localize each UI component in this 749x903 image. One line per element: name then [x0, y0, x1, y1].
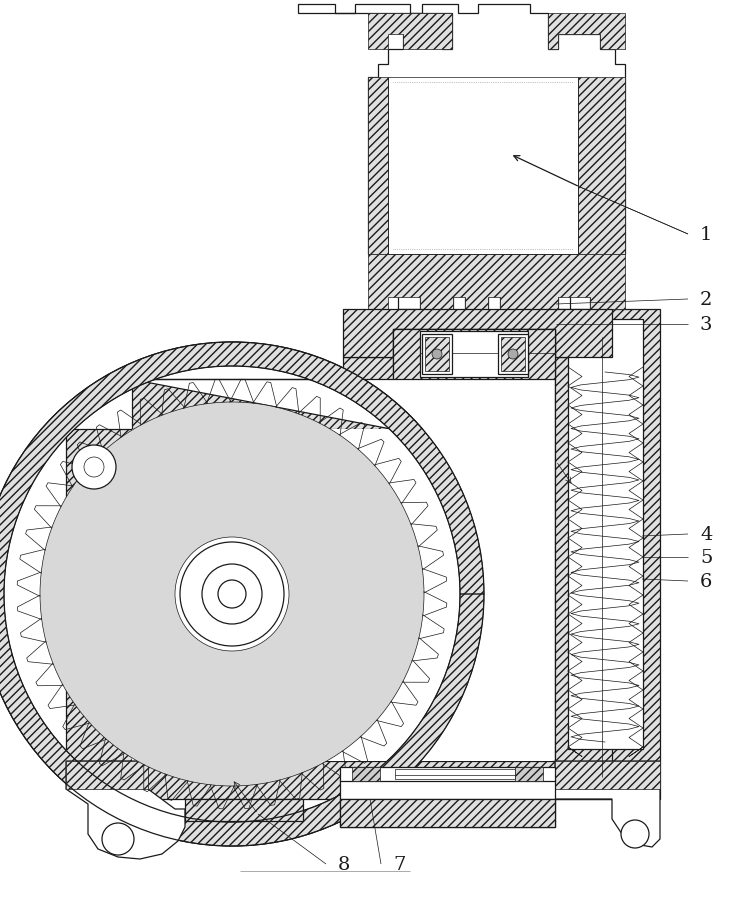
Polygon shape — [368, 255, 625, 310]
Text: 1: 1 — [700, 226, 712, 244]
Circle shape — [202, 564, 262, 624]
Polygon shape — [368, 78, 388, 255]
Bar — [393, 330, 555, 379]
Circle shape — [180, 543, 284, 647]
Polygon shape — [578, 78, 625, 255]
Polygon shape — [66, 761, 148, 789]
Circle shape — [44, 406, 420, 782]
Polygon shape — [66, 761, 185, 859]
Polygon shape — [132, 761, 555, 799]
Bar — [340, 799, 555, 827]
Bar — [395, 769, 515, 779]
Polygon shape — [393, 330, 555, 368]
Polygon shape — [298, 5, 625, 310]
Bar — [515, 768, 543, 781]
Text: 3: 3 — [700, 316, 712, 333]
Circle shape — [102, 824, 134, 855]
Text: 6: 6 — [700, 573, 712, 591]
Polygon shape — [555, 761, 660, 789]
Bar — [420, 331, 528, 377]
Polygon shape — [343, 310, 612, 358]
Polygon shape — [555, 761, 660, 847]
Polygon shape — [368, 14, 452, 50]
Circle shape — [218, 581, 246, 609]
Bar — [568, 320, 643, 749]
Bar — [425, 338, 449, 372]
Bar — [132, 430, 552, 761]
Bar — [498, 335, 528, 375]
Bar — [185, 799, 303, 821]
Text: 8: 8 — [338, 855, 351, 873]
Polygon shape — [40, 403, 424, 787]
Circle shape — [508, 349, 518, 359]
Circle shape — [0, 342, 484, 846]
Polygon shape — [132, 358, 393, 430]
Polygon shape — [555, 310, 660, 799]
Polygon shape — [530, 14, 625, 50]
Text: 7: 7 — [393, 855, 405, 873]
Bar — [340, 768, 555, 781]
Bar — [340, 779, 555, 799]
Circle shape — [432, 349, 442, 359]
Text: 5: 5 — [700, 548, 712, 566]
Polygon shape — [0, 342, 484, 846]
Circle shape — [72, 445, 116, 489]
Bar — [501, 338, 525, 372]
Circle shape — [621, 820, 649, 848]
Polygon shape — [555, 358, 612, 799]
Bar — [422, 335, 452, 375]
Polygon shape — [66, 430, 132, 761]
Circle shape — [84, 458, 104, 478]
Text: 2: 2 — [700, 291, 712, 309]
Bar — [352, 768, 380, 781]
Text: 4: 4 — [700, 526, 712, 544]
Bar — [340, 799, 555, 827]
